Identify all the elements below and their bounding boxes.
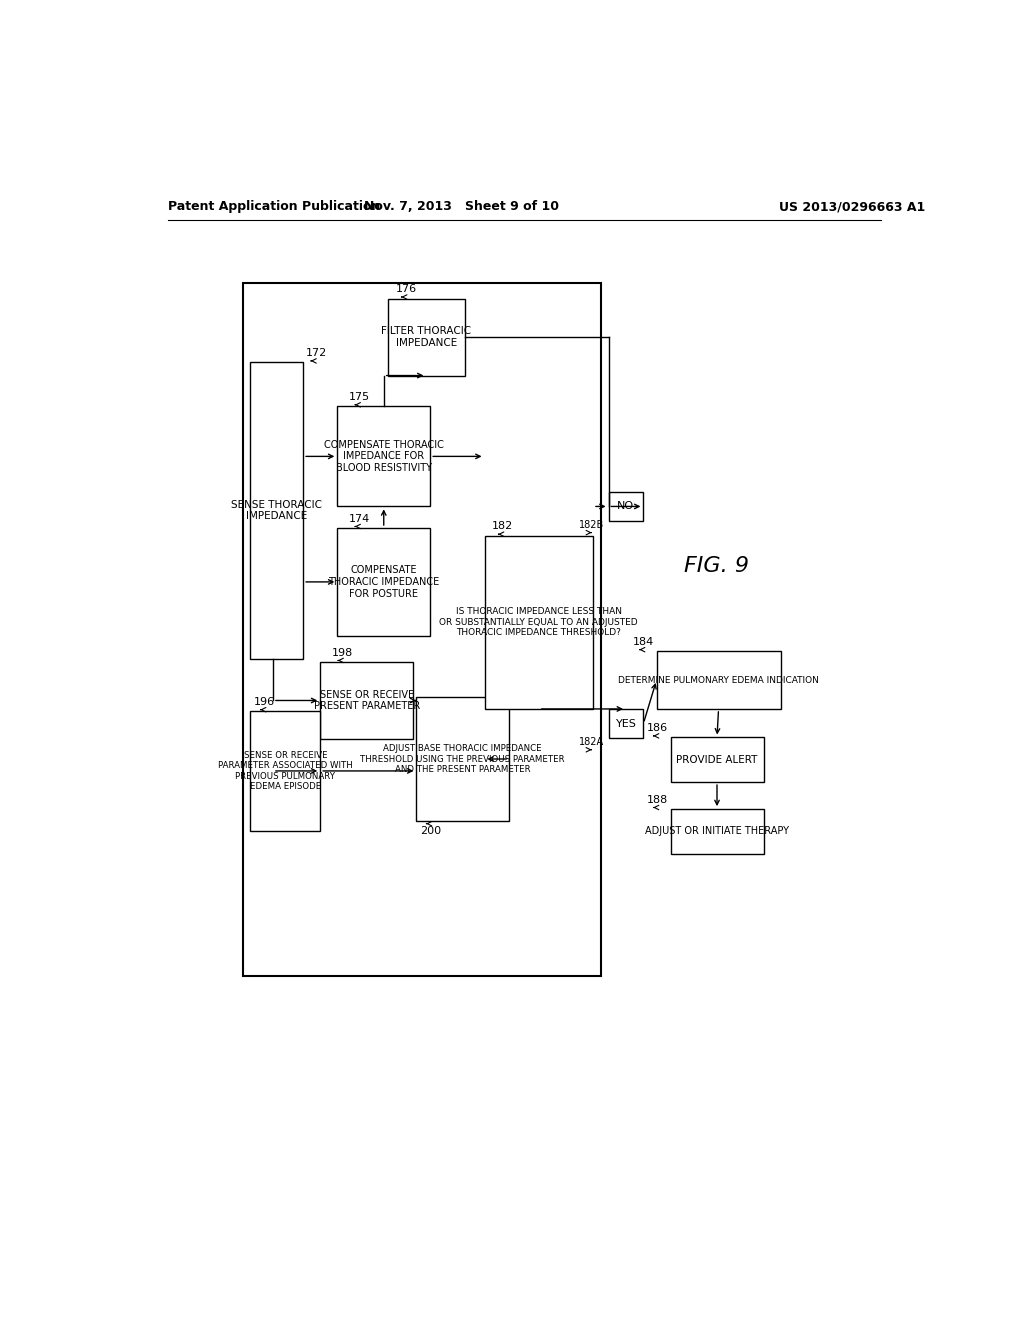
Text: DETERMINE PULMONARY EDEMA INDICATION: DETERMINE PULMONARY EDEMA INDICATION — [618, 676, 819, 685]
Text: 188: 188 — [647, 795, 669, 805]
Bar — [417, 697, 509, 821]
Bar — [671, 738, 764, 781]
Text: ADJUST BASE THORACIC IMPEDANCE
THRESHOLD USING THE PREVIOUS PARAMETER
AND THE PR: ADJUST BASE THORACIC IMPEDANCE THRESHOLD… — [360, 744, 565, 774]
Bar — [337, 528, 430, 636]
Bar — [251, 711, 321, 830]
Text: COMPENSATE THORACIC
IMPEDANCE FOR
BLOOD RESISTIVITY: COMPENSATE THORACIC IMPEDANCE FOR BLOOD … — [324, 440, 443, 473]
Text: SENSE OR RECEIVE
PARAMETER ASSOCIATED WITH
PREVIOUS PULMONARY
EDEMA EPISODE: SENSE OR RECEIVE PARAMETER ASSOCIATED WI… — [218, 751, 352, 791]
Text: IS THORACIC IMPEDANCE LESS THAN
OR SUBSTANTIALLY EQUAL TO AN ADJUSTED
THORACIC I: IS THORACIC IMPEDANCE LESS THAN OR SUBST… — [439, 607, 638, 638]
Text: 182: 182 — [493, 521, 513, 532]
Bar — [671, 809, 764, 854]
Text: 184: 184 — [633, 638, 654, 647]
Bar — [484, 536, 593, 709]
Bar — [243, 284, 601, 977]
Text: FILTER THORACIC
IMPEDANCE: FILTER THORACIC IMPEDANCE — [381, 326, 471, 348]
Bar — [656, 651, 780, 709]
Text: Nov. 7, 2013   Sheet 9 of 10: Nov. 7, 2013 Sheet 9 of 10 — [364, 201, 559, 214]
Text: 172: 172 — [306, 348, 328, 358]
Text: ADJUST OR INITIATE THERAPY: ADJUST OR INITIATE THERAPY — [645, 826, 790, 837]
Text: YES: YES — [615, 718, 636, 729]
Bar — [388, 298, 465, 376]
Bar — [251, 363, 303, 659]
Text: SENSE THORACIC
IMPEDANCE: SENSE THORACIC IMPEDANCE — [231, 500, 323, 521]
Text: SENSE OR RECEIVE
PRESENT PARAMETER: SENSE OR RECEIVE PRESENT PARAMETER — [313, 689, 420, 711]
Bar — [321, 663, 414, 739]
Text: 175: 175 — [349, 392, 370, 403]
Text: NO: NO — [617, 502, 635, 511]
Text: 198: 198 — [332, 648, 353, 657]
Bar — [608, 709, 643, 738]
Text: 182B: 182B — [579, 520, 604, 529]
Text: 186: 186 — [647, 723, 669, 733]
Bar — [608, 492, 643, 521]
Text: 174: 174 — [349, 513, 370, 524]
Text: 200: 200 — [420, 826, 441, 837]
Text: 182A: 182A — [579, 737, 604, 747]
Text: FIG. 9: FIG. 9 — [684, 557, 750, 577]
Bar — [337, 407, 430, 507]
Text: COMPENSATE
THORACIC IMPEDANCE
FOR POSTURE: COMPENSATE THORACIC IMPEDANCE FOR POSTUR… — [328, 565, 439, 598]
Text: US 2013/0296663 A1: US 2013/0296663 A1 — [779, 201, 926, 214]
Text: 176: 176 — [395, 284, 417, 294]
Text: PROVIDE ALERT: PROVIDE ALERT — [676, 755, 758, 764]
Text: 196: 196 — [254, 697, 275, 708]
Text: Patent Application Publication: Patent Application Publication — [168, 201, 381, 214]
